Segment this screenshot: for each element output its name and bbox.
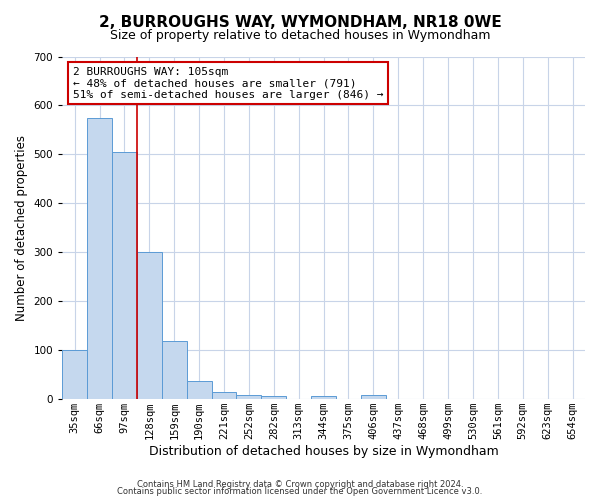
Y-axis label: Number of detached properties: Number of detached properties — [15, 134, 28, 320]
Bar — [62, 350, 87, 399]
Bar — [212, 392, 236, 398]
Text: 2 BURROUGHS WAY: 105sqm
← 48% of detached houses are smaller (791)
51% of semi-d: 2 BURROUGHS WAY: 105sqm ← 48% of detache… — [73, 67, 383, 100]
Bar — [262, 396, 286, 398]
Bar — [187, 380, 212, 398]
Bar — [162, 341, 187, 398]
Bar — [236, 395, 262, 398]
Bar — [361, 395, 386, 398]
Text: Size of property relative to detached houses in Wymondham: Size of property relative to detached ho… — [110, 29, 490, 42]
Text: Contains HM Land Registry data © Crown copyright and database right 2024.: Contains HM Land Registry data © Crown c… — [137, 480, 463, 489]
Bar — [87, 118, 112, 398]
Bar — [311, 396, 336, 398]
Bar — [112, 152, 137, 398]
X-axis label: Distribution of detached houses by size in Wymondham: Distribution of detached houses by size … — [149, 444, 499, 458]
Bar — [137, 252, 162, 398]
Text: Contains public sector information licensed under the Open Government Licence v3: Contains public sector information licen… — [118, 487, 482, 496]
Text: 2, BURROUGHS WAY, WYMONDHAM, NR18 0WE: 2, BURROUGHS WAY, WYMONDHAM, NR18 0WE — [98, 15, 502, 30]
